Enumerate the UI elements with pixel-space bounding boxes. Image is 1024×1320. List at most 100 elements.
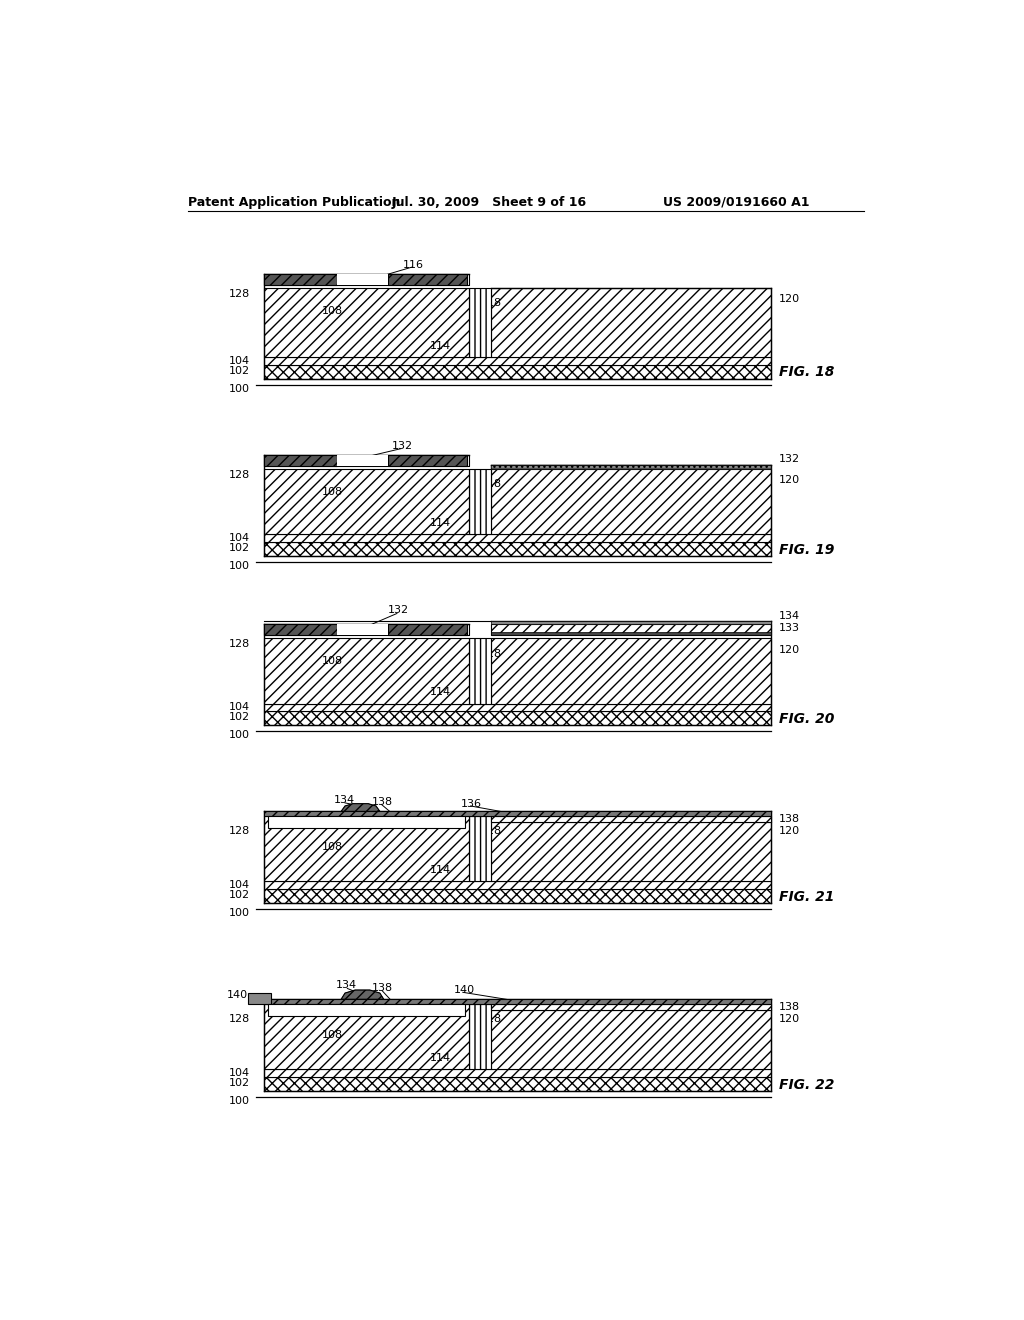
Text: US 2009/0191660 A1: US 2009/0191660 A1 [663, 195, 809, 209]
Text: 118: 118 [480, 298, 502, 308]
Bar [248, 993, 271, 1003]
Bar [263, 455, 469, 466]
Bar [490, 632, 771, 635]
Bar [267, 1003, 465, 1016]
Bar [490, 622, 771, 624]
Text: 120: 120 [779, 475, 800, 486]
Text: 108: 108 [322, 306, 343, 315]
Bar [267, 816, 465, 829]
Text: 116: 116 [403, 260, 424, 269]
Text: 104: 104 [228, 1068, 250, 1078]
Text: 108: 108 [322, 842, 343, 851]
Text: 118: 118 [480, 479, 502, 490]
Text: 132: 132 [391, 441, 413, 450]
Bar [490, 465, 771, 469]
Text: 118: 118 [480, 1014, 502, 1024]
Bar [469, 816, 490, 882]
Text: FIG. 19: FIG. 19 [779, 543, 835, 557]
Text: 138: 138 [372, 982, 393, 993]
Text: 118: 118 [480, 826, 502, 837]
Text: 114: 114 [430, 1053, 452, 1063]
Bar [490, 638, 771, 704]
Bar [490, 1003, 771, 1069]
Text: 108: 108 [322, 656, 343, 667]
Text: 118: 118 [480, 648, 502, 659]
Text: 100: 100 [228, 384, 250, 393]
Bar [263, 890, 771, 903]
Bar [490, 624, 771, 635]
Text: 138: 138 [372, 797, 393, 807]
Text: 140: 140 [227, 990, 249, 999]
Bar [469, 1003, 490, 1069]
Text: 102: 102 [228, 713, 250, 722]
Bar [263, 275, 337, 285]
Text: 104: 104 [228, 533, 250, 543]
Bar [263, 358, 771, 364]
Text: 104: 104 [228, 702, 250, 713]
Text: FIG. 21: FIG. 21 [779, 890, 835, 904]
Text: 114: 114 [430, 686, 452, 697]
Text: 133: 133 [779, 623, 800, 634]
Text: 100: 100 [228, 561, 250, 570]
Text: 140: 140 [454, 985, 475, 995]
Text: 102: 102 [228, 366, 250, 376]
Bar [490, 816, 771, 822]
Text: 120: 120 [779, 826, 800, 837]
Text: 108: 108 [322, 487, 343, 496]
Bar [337, 275, 388, 285]
Text: 108: 108 [322, 1030, 343, 1040]
Text: 128: 128 [228, 470, 250, 480]
Text: 104: 104 [228, 880, 250, 890]
Polygon shape [341, 804, 380, 812]
Text: 128: 128 [228, 639, 250, 649]
Text: 120: 120 [779, 294, 800, 305]
Text: 138: 138 [779, 814, 800, 824]
Bar [469, 469, 490, 535]
Text: 132: 132 [388, 606, 409, 615]
Bar [469, 288, 490, 356]
Bar [490, 465, 771, 469]
Bar [263, 364, 771, 379]
Bar [490, 816, 771, 882]
Text: FIG. 22: FIG. 22 [779, 1077, 835, 1092]
Text: 120: 120 [779, 1014, 800, 1024]
Bar [263, 455, 337, 466]
Bar [263, 1003, 469, 1069]
Bar [490, 1003, 771, 1010]
Bar [490, 469, 771, 535]
Text: 114: 114 [430, 865, 452, 875]
Bar [388, 275, 467, 285]
Bar [337, 624, 388, 635]
Text: 120: 120 [779, 644, 800, 655]
Text: Jul. 30, 2009   Sheet 9 of 16: Jul. 30, 2009 Sheet 9 of 16 [391, 195, 587, 209]
Text: 134: 134 [334, 795, 354, 805]
Text: 102: 102 [228, 890, 250, 900]
Bar [263, 1069, 771, 1077]
Text: 138: 138 [779, 1002, 800, 1012]
Text: 134: 134 [336, 981, 356, 990]
Bar [388, 455, 467, 466]
Text: FIG. 20: FIG. 20 [779, 711, 835, 726]
Bar [263, 812, 771, 816]
Text: 102: 102 [228, 1078, 250, 1088]
Text: FIG. 18: FIG. 18 [779, 366, 835, 379]
Bar [490, 288, 771, 356]
Text: 132: 132 [779, 454, 800, 465]
Bar [263, 275, 469, 285]
Bar [469, 638, 490, 704]
Text: 114: 114 [430, 341, 452, 351]
Bar [263, 469, 469, 535]
Bar [263, 704, 771, 711]
Bar [263, 288, 469, 356]
Bar [263, 1077, 771, 1090]
Bar [337, 455, 388, 466]
Bar [263, 711, 771, 725]
Polygon shape [341, 990, 384, 999]
Bar [263, 543, 771, 556]
Text: 128: 128 [228, 289, 250, 298]
Text: 100: 100 [228, 1096, 250, 1106]
Text: 128: 128 [228, 826, 250, 837]
Bar [263, 535, 771, 543]
Text: 134: 134 [779, 611, 800, 620]
Text: 100: 100 [228, 730, 250, 741]
